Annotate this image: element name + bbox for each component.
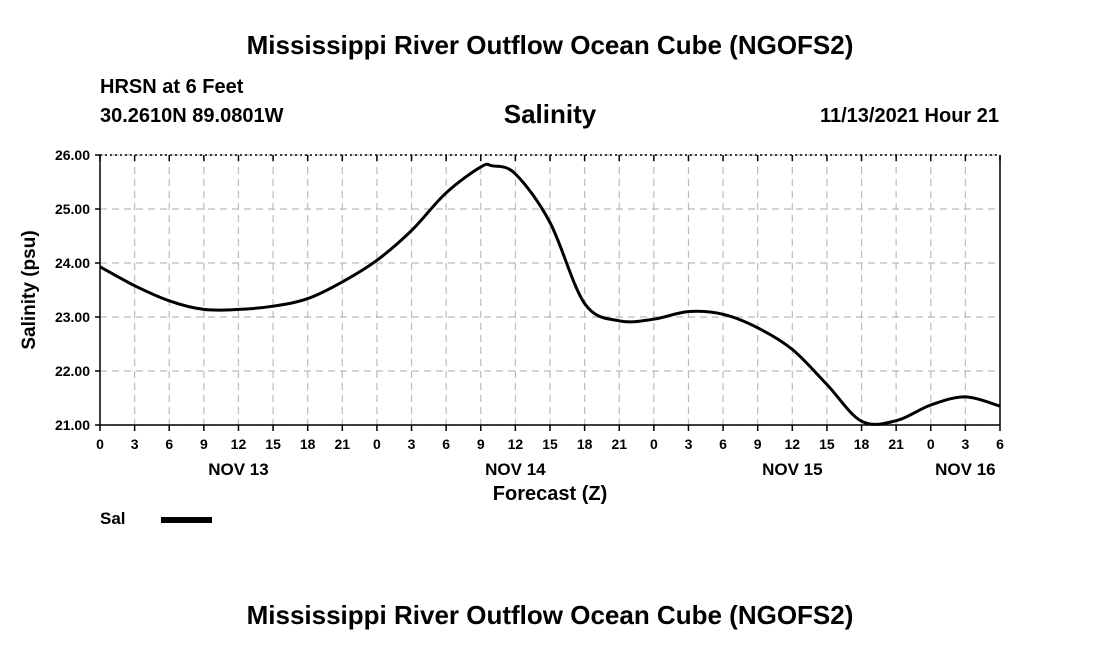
x-tick-label: 6 (719, 436, 727, 452)
x-tick-label: 9 (754, 436, 762, 452)
x-tick-label: 3 (408, 436, 416, 452)
y-tick-label: 25.00 (55, 201, 90, 217)
x-tick-label: 9 (200, 436, 208, 452)
y-tick-label: 26.00 (55, 147, 90, 163)
x-tick-label: 0 (373, 436, 381, 452)
x-tick-label: 21 (611, 436, 627, 452)
x-axis-label: Forecast (Z) (493, 483, 607, 505)
y-axis-label: Salinity (psu) (19, 230, 40, 349)
legend-label: Sal (100, 509, 126, 528)
legend-line-swatch (161, 517, 212, 523)
chart-main-title: Mississippi River Outflow Ocean Cube (NG… (246, 30, 854, 60)
x-tick-label: 0 (650, 436, 658, 452)
x-tick-label: 6 (442, 436, 450, 452)
x-tick-label: 21 (335, 436, 351, 452)
footer-title: Mississippi River Outflow Ocean Cube (NG… (246, 600, 854, 630)
station-label: HRSN at 6 Feet (100, 76, 244, 98)
x-tick-label: 9 (477, 436, 485, 452)
x-tick-label: 15 (542, 436, 558, 452)
series-line-sal (99, 162, 1001, 426)
x-tick-label: 12 (508, 436, 524, 452)
x-tick-label: 6 (165, 436, 173, 452)
y-tick-label: 21.00 (55, 417, 90, 433)
day-label: NOV 13 (208, 460, 268, 479)
day-label: NOV 16 (935, 460, 995, 479)
x-tick-label: 15 (819, 436, 835, 452)
forecast-datetime: 11/13/2021 Hour 21 (819, 105, 999, 127)
station-coordinates: 30.2610N 89.0801W (100, 105, 284, 127)
x-tick-label: 18 (300, 436, 316, 452)
y-tick-label: 23.00 (55, 309, 90, 325)
y-tick-label: 24.00 (55, 255, 90, 271)
x-tick-label: 3 (961, 436, 969, 452)
x-tick-label: 18 (854, 436, 870, 452)
y-tick-label: 22.00 (55, 363, 90, 379)
chart-subtitle: Salinity (503, 99, 597, 129)
x-tick-label: 21 (888, 436, 904, 452)
x-tick-label: 12 (231, 436, 247, 452)
day-label: NOV 15 (762, 460, 822, 479)
x-tick-label: 6 (996, 436, 1004, 452)
x-tick-label: 0 (96, 436, 104, 452)
x-tick-label: 0 (927, 436, 935, 452)
x-tick-label: 12 (785, 436, 801, 452)
x-tick-label: 3 (685, 436, 693, 452)
x-tick-label: 3 (131, 436, 139, 452)
x-tick-label: 15 (265, 436, 281, 452)
x-tick-label: 18 (577, 436, 593, 452)
day-label: NOV 14 (485, 460, 546, 479)
